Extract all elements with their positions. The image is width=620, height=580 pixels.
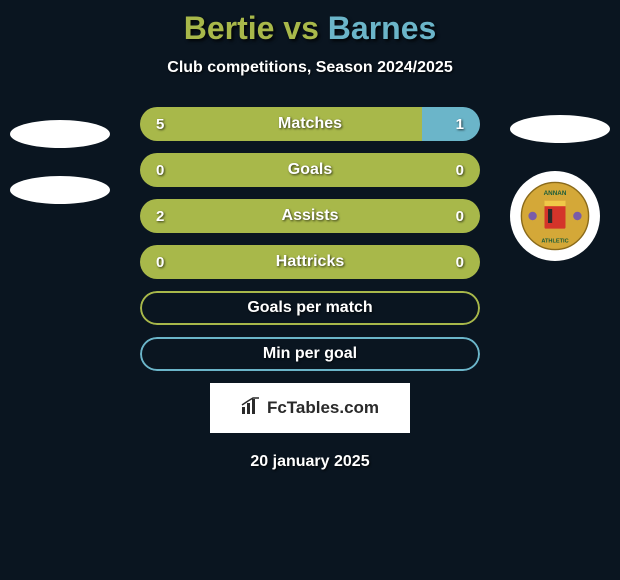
- stat-label: Goals per match: [247, 299, 372, 317]
- annan-athletic-badge-icon: ANNAN ATHLETIC: [520, 181, 590, 251]
- player2-club-badge: ANNAN ATHLETIC: [510, 171, 600, 261]
- stat-row: 2 0 Assists: [140, 199, 480, 233]
- stat-value-right: 0: [456, 208, 464, 225]
- stat-value-left: 0: [156, 162, 164, 179]
- player1-logos: [10, 120, 110, 232]
- svg-text:ANNAN: ANNAN: [544, 190, 567, 197]
- stat-row: 0 0 Goals: [140, 153, 480, 187]
- stat-label: Hattricks: [276, 253, 344, 271]
- stat-value-left: 2: [156, 208, 164, 225]
- empty-stat-bar: Min per goal: [140, 337, 480, 371]
- player1-name: Bertie: [184, 10, 275, 46]
- player1-club-logo-1: [10, 120, 110, 148]
- stat-value-right: 1: [456, 116, 464, 133]
- subtitle: Club competitions, Season 2024/2025: [0, 59, 620, 77]
- player2-club-logo-1: [510, 115, 610, 143]
- player2-name: Barnes: [328, 10, 437, 46]
- stat-label: Min per goal: [263, 345, 357, 363]
- stats-container: 5 1 Matches 0 0 Goals 2 0 Assists 0 0 Hattricks Goal…: [140, 107, 480, 371]
- stat-value-right: 0: [456, 254, 464, 271]
- stat-row: Goals per match: [140, 291, 480, 325]
- comparison-title: Bertie vs Barnes: [0, 10, 620, 47]
- bar-right: 1: [422, 107, 480, 141]
- brand-box: FcTables.com: [210, 383, 410, 433]
- empty-stat-bar: Goals per match: [140, 291, 480, 325]
- stat-value-right: 0: [456, 162, 464, 179]
- stat-row: 0 0 Hattricks: [140, 245, 480, 279]
- title-vs: vs: [274, 10, 327, 46]
- date: 20 january 2025: [0, 453, 620, 471]
- player2-logos: ANNAN ATHLETIC: [510, 115, 610, 261]
- stat-row: Min per goal: [140, 337, 480, 371]
- stat-label: Assists: [282, 207, 339, 225]
- chart-icon: [241, 397, 261, 420]
- player1-club-logo-2: [10, 176, 110, 204]
- stat-row: 5 1 Matches: [140, 107, 480, 141]
- stat-value-left: 5: [156, 116, 164, 133]
- stat-value-left: 0: [156, 254, 164, 271]
- svg-text:ATHLETIC: ATHLETIC: [541, 239, 568, 245]
- stat-label: Goals: [288, 161, 332, 179]
- stat-label: Matches: [278, 115, 342, 133]
- brand-text: FcTables.com: [267, 398, 379, 418]
